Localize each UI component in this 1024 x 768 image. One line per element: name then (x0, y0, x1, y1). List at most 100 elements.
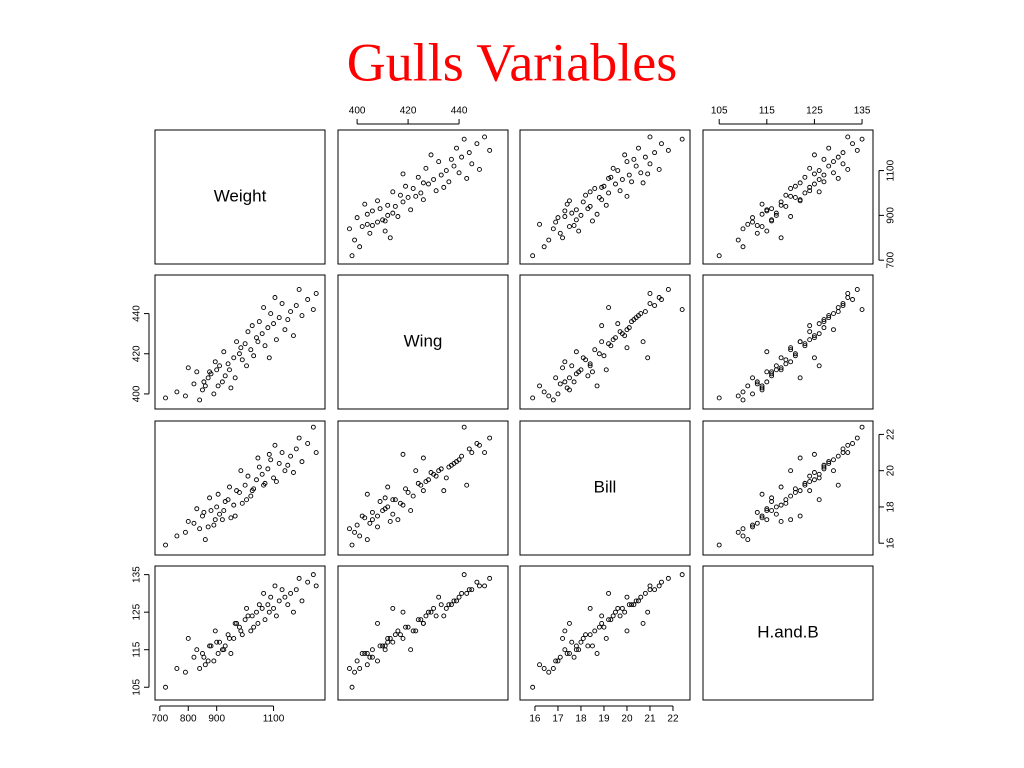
point (831, 159, 836, 165)
point (390, 605, 396, 611)
y-tick-label: 440 (132, 305, 143, 322)
point (778, 484, 784, 490)
point (431, 605, 437, 611)
point (296, 435, 302, 441)
point (249, 613, 255, 619)
point (562, 628, 568, 634)
chart-title: Gulls Variables (347, 32, 677, 92)
scatter-panel (347, 134, 493, 259)
scatter-panel (163, 572, 319, 690)
point (788, 493, 794, 499)
point (305, 297, 311, 302)
point (811, 470, 817, 475)
point (390, 639, 396, 645)
point (208, 643, 214, 649)
point (624, 327, 630, 333)
point (290, 333, 296, 339)
point (454, 145, 459, 151)
point (234, 339, 240, 345)
point (583, 632, 589, 638)
point (231, 502, 237, 508)
point (415, 174, 421, 180)
point (459, 590, 465, 596)
point (576, 369, 582, 375)
point (560, 365, 566, 371)
point (778, 235, 784, 241)
point (652, 303, 658, 308)
point (802, 190, 808, 196)
point (185, 635, 191, 641)
point (592, 628, 598, 634)
point (259, 331, 265, 337)
point (826, 460, 832, 466)
point (436, 159, 442, 165)
point (608, 174, 614, 180)
scatter-panel (716, 287, 865, 403)
point (272, 295, 278, 300)
point (385, 635, 391, 641)
point (603, 635, 609, 641)
point (788, 517, 794, 523)
point (555, 391, 561, 397)
panel (702, 420, 874, 556)
point (273, 613, 279, 619)
point (377, 206, 383, 212)
point (254, 609, 259, 615)
point (750, 524, 755, 530)
point (191, 381, 197, 387)
point (619, 177, 625, 182)
point (773, 367, 779, 373)
point (854, 147, 860, 153)
point (212, 517, 218, 523)
point (382, 506, 388, 512)
point (426, 181, 431, 187)
point (215, 651, 221, 656)
point (448, 602, 454, 608)
point (182, 669, 188, 675)
point (778, 367, 784, 373)
point (285, 602, 291, 608)
point (256, 319, 262, 325)
point (273, 337, 279, 343)
point (428, 152, 434, 158)
point (562, 208, 568, 214)
point (428, 470, 434, 475)
point (571, 654, 577, 660)
point (400, 609, 406, 615)
point (385, 212, 391, 218)
point (265, 325, 271, 331)
point (208, 508, 214, 514)
point (615, 605, 621, 611)
point (420, 197, 426, 203)
point (773, 212, 779, 218)
point (474, 579, 480, 585)
scatter-panel (530, 572, 685, 690)
point (807, 473, 813, 479)
point (221, 647, 227, 653)
point (251, 624, 257, 630)
y-tick-label: 18 (886, 501, 897, 513)
point (174, 389, 180, 395)
point (636, 145, 641, 151)
point (390, 511, 396, 517)
point (369, 509, 375, 515)
point (299, 459, 305, 465)
point (802, 341, 808, 347)
point (352, 669, 358, 675)
point (633, 163, 639, 169)
point (403, 183, 408, 189)
point (788, 186, 794, 191)
point (446, 602, 452, 608)
point (413, 468, 419, 474)
x-tick-label: 19 (598, 714, 610, 725)
point (759, 515, 765, 521)
point (850, 141, 855, 147)
point (854, 435, 860, 441)
point (364, 662, 370, 668)
point (201, 509, 207, 515)
point (217, 363, 222, 369)
point (305, 441, 311, 446)
point (562, 379, 568, 385)
point (665, 147, 671, 153)
